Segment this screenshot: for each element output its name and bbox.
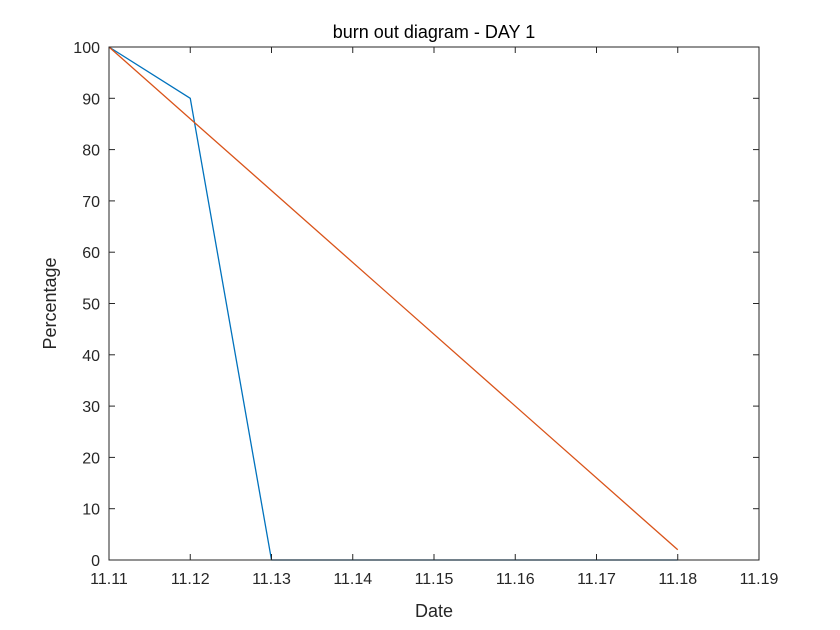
y-tick-label: 0	[91, 553, 100, 570]
x-axis-title: Date	[415, 601, 453, 621]
y-tick-label: 70	[82, 194, 100, 211]
x-tick-label: 11.15	[415, 571, 454, 588]
y-axis-title: Percentage	[40, 257, 60, 349]
x-tick-label: 11.19	[740, 571, 779, 588]
y-tick-label: 50	[82, 297, 100, 314]
x-tick-label: 11.13	[252, 571, 291, 588]
y-tick-label: 100	[73, 40, 100, 57]
x-tick-label: 11.14	[333, 571, 372, 588]
x-tick-label: 11.12	[171, 571, 210, 588]
y-tick-label: 20	[82, 450, 100, 467]
y-tick-label: 90	[82, 91, 100, 108]
y-tick-label: 30	[82, 399, 100, 416]
chart-title: burn out diagram - DAY 1	[333, 22, 535, 42]
y-tick-label: 10	[82, 502, 100, 519]
x-tick-label: 11.18	[658, 571, 697, 588]
series-line-2	[108, 46, 679, 551]
x-tick-label: 11.16	[496, 571, 535, 588]
y-axis: 0 10 20 30 40 50 60 70 80 90 100	[73, 40, 759, 570]
x-axis: 11.11 11.12 11.13 11.14 11.15 11.16 11.17 11.18…	[90, 47, 779, 588]
x-tick-label: 11.11	[90, 571, 128, 588]
y-tick-label: 40	[82, 348, 100, 365]
x-tick-label: 11.17	[577, 571, 616, 588]
y-tick-label: 80	[82, 143, 100, 160]
y-tick-label: 60	[82, 245, 100, 262]
plot-area	[109, 47, 759, 560]
